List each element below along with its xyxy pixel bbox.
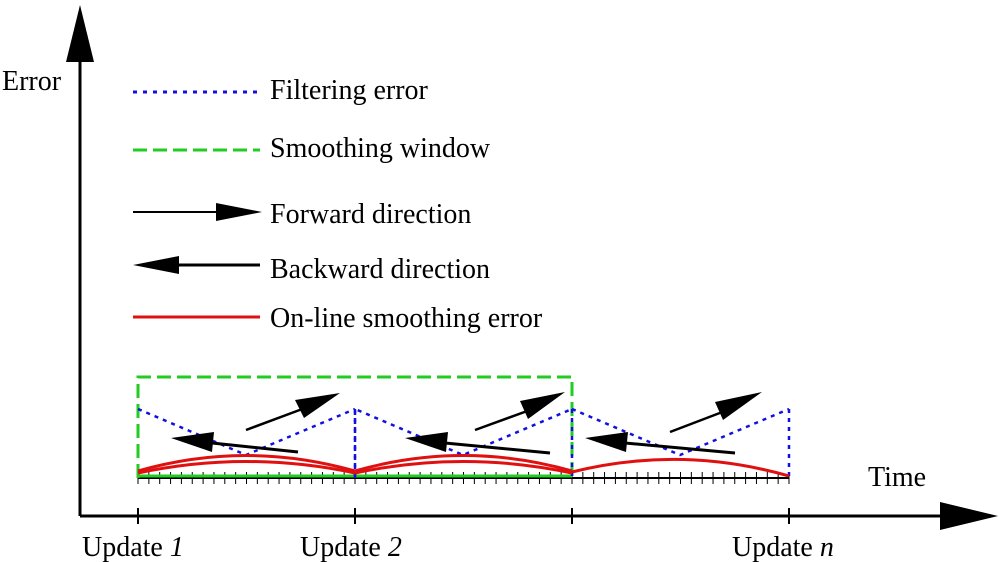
backward-arrow-3-head xyxy=(585,432,628,452)
update-1-prefix: Update xyxy=(82,532,170,562)
backward-arrow-1-shaft xyxy=(211,441,299,454)
smoothing-error-arc-1a xyxy=(137,460,356,475)
time-baseline xyxy=(137,472,790,484)
update-n-label: Update n xyxy=(732,532,834,562)
filtering-error-segment-2 xyxy=(353,407,573,478)
smoothing-error-arc-1b xyxy=(137,454,356,473)
smoothing-error-arc-3 xyxy=(571,457,790,478)
smoothing-error-arc-2b xyxy=(354,454,573,473)
forward-arrow-1-shaft xyxy=(245,406,306,432)
y-axis-arrowhead xyxy=(66,5,94,62)
forward-arrow-2-shaft xyxy=(474,408,531,432)
legend-filtering-label: Filtering error xyxy=(270,75,429,106)
x-axis-arrowhead xyxy=(940,502,998,530)
baseline-minor-ticks xyxy=(137,472,790,484)
smoothing-error-curve xyxy=(137,454,790,478)
update-n-prefix: Update xyxy=(732,532,820,562)
legend-forward-label: Forward direction xyxy=(270,199,471,230)
legend-backward-label: Backward direction xyxy=(270,254,490,285)
forward-arrow-3-shaft xyxy=(669,409,726,434)
update-2-index: 2 xyxy=(388,532,402,562)
x-axis-label: Time xyxy=(868,462,926,493)
backward-arrow-3-shaft xyxy=(624,441,736,455)
smoothing-error-arc-2a xyxy=(354,460,573,475)
backward-arrow-2-head xyxy=(405,432,448,452)
legend: Filtering error Smoothing window Forward… xyxy=(133,75,543,334)
forward-arrow-3-head xyxy=(715,392,762,420)
y-axis-label: Error xyxy=(2,66,62,97)
update-1-label: Update 1 xyxy=(82,532,184,562)
direction-arrows xyxy=(171,392,762,455)
backward-arrow-1-head xyxy=(171,432,214,452)
legend-smoothing-label: On-line smoothing error xyxy=(270,303,543,334)
legend-forward-arrowhead xyxy=(216,203,262,221)
forward-arrow-1-head xyxy=(295,393,340,418)
filtering-error-segment-3 xyxy=(571,407,790,457)
legend-backward-arrowhead xyxy=(133,256,179,274)
update-2-prefix: Update xyxy=(300,532,388,562)
legend-window-label: Smoothing window xyxy=(270,133,491,164)
forward-arrow-2-head xyxy=(520,392,565,419)
update-2-label: Update 2 xyxy=(300,532,402,562)
update-1-index: 1 xyxy=(170,532,184,562)
axes xyxy=(66,5,998,530)
update-n-index: n xyxy=(820,532,834,562)
backward-arrow-2-shaft xyxy=(444,441,551,455)
